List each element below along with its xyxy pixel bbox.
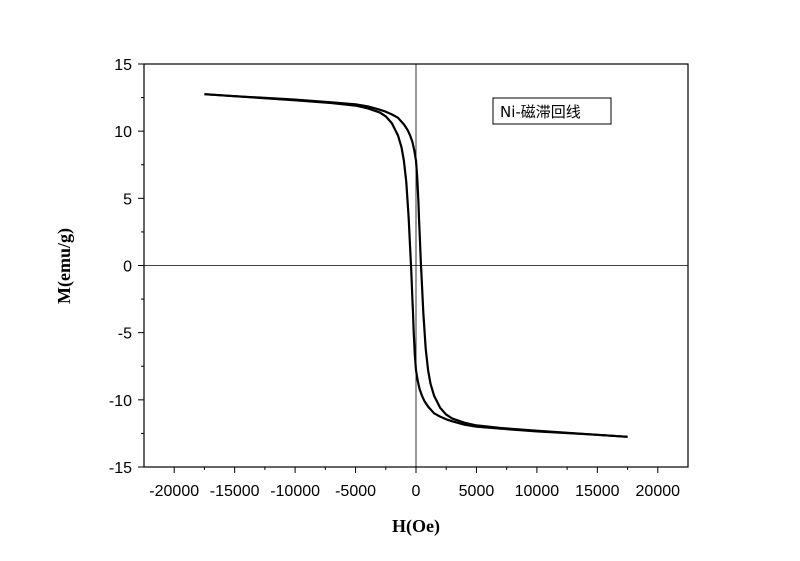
x-tick-label: -5000: [335, 483, 376, 500]
x-tick-label: 10000: [515, 483, 560, 500]
legend-label: Ni-磁滞回线: [500, 103, 581, 121]
x-tick-label: 0: [412, 483, 421, 500]
y-tick-label: -10: [109, 393, 132, 410]
descending-branch-line: [204, 93, 628, 438]
x-tick-label: -15000: [210, 483, 260, 500]
x-tick-label: 15000: [575, 483, 620, 500]
y-tick-label: -15: [109, 460, 132, 477]
x-axis-title: H(Oe): [392, 516, 440, 537]
legend: Ni-磁滞回线: [492, 97, 612, 125]
x-tick-label: -10000: [270, 483, 320, 500]
x-tick-label: -20000: [149, 483, 199, 500]
y-tick-label: 0: [123, 259, 132, 276]
x-tick-label: 20000: [636, 483, 681, 500]
ascending-branch-line: [204, 93, 628, 438]
y-tick-label: 5: [123, 191, 132, 208]
legend-box: [492, 97, 612, 125]
y-tick-label: 10: [114, 124, 132, 141]
y-axis-title: M(emu/g): [54, 228, 75, 304]
y-tick-label: -5: [118, 326, 132, 343]
y-tick-label: 15: [114, 57, 132, 74]
x-tick-label: 5000: [459, 483, 495, 500]
